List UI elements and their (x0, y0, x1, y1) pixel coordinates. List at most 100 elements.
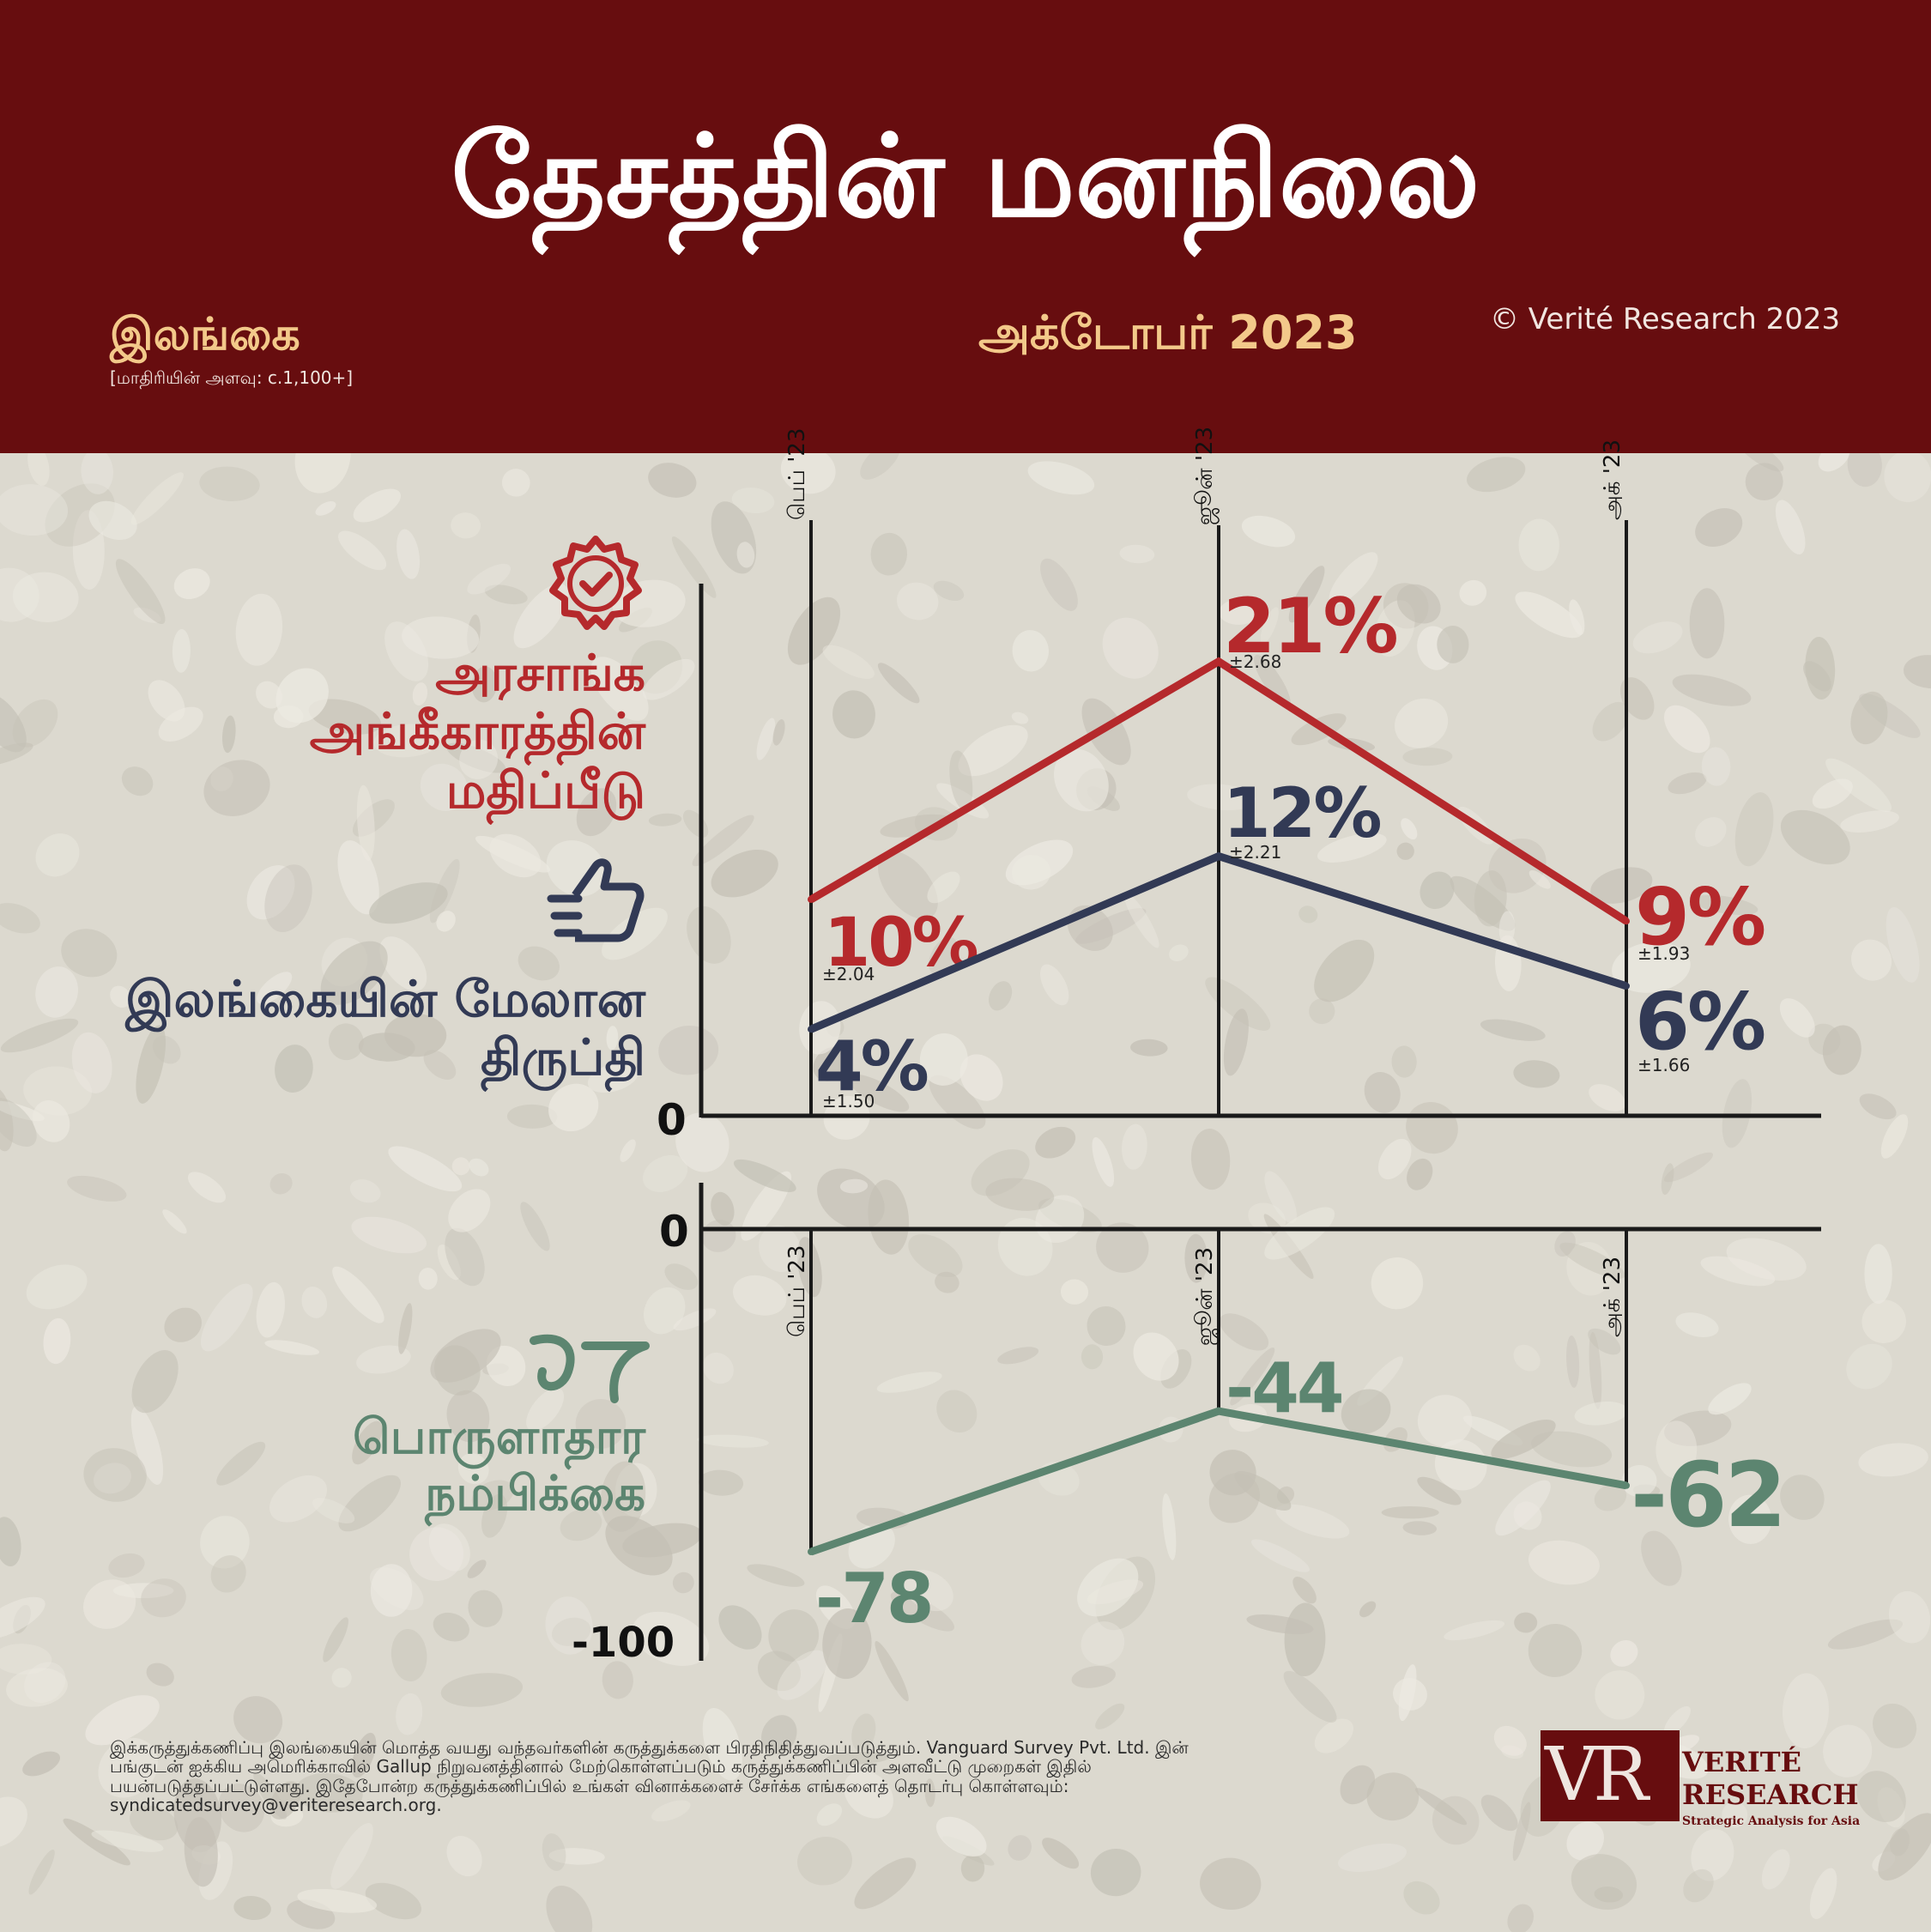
crowd-speck (919, 1033, 968, 1086)
crowd-speck (320, 941, 388, 1005)
crowd-speck (467, 1560, 487, 1578)
crowd-speck (958, 724, 1028, 777)
crowd-speck (1264, 1207, 1335, 1260)
methodology-note: இக்கருத்துக்கணிப்பு இலங்கையின் மொத்த வயத… (110, 1737, 1189, 1816)
crowd-speck (664, 1263, 699, 1290)
crowd-speck (1692, 894, 1758, 915)
crowd-speck (1417, 1395, 1473, 1447)
crowd-speck (1309, 998, 1335, 1025)
crowd-speck (446, 1836, 482, 1877)
crowd-background (0, 453, 1931, 1932)
crowd-speck (121, 766, 154, 796)
crowd-speck (687, 905, 731, 964)
crowd-speck (358, 1033, 415, 1062)
crowd-speck (146, 1662, 174, 1687)
crowd-speck (437, 1244, 461, 1281)
crowd-speck (1417, 1476, 1462, 1505)
crowd-speck (935, 1271, 959, 1293)
satisfaction-value-label: 6% (1635, 976, 1765, 1068)
crowd-speck (825, 1751, 890, 1765)
crowd-speck (1437, 626, 1469, 663)
crowd-speck (1090, 1848, 1141, 1897)
crowd-speck (692, 815, 754, 867)
crowd-speck (133, 607, 161, 623)
crowd-speck (370, 1564, 413, 1617)
crowd-speck (457, 1453, 489, 1485)
crowd-speck (1254, 655, 1291, 707)
crowd-speck (115, 559, 166, 625)
crowd-speck (551, 1617, 591, 1646)
crowd-speck (164, 1307, 202, 1342)
crowd-speck (1122, 1123, 1147, 1170)
crowd-speck (1675, 1312, 1719, 1338)
crowd-speck (878, 851, 938, 919)
crowd-speck (1402, 1521, 1438, 1535)
crowd-speck (418, 1268, 438, 1290)
crowd-speck (1656, 1420, 1698, 1479)
crowd-speck (935, 1816, 987, 1857)
crowd-speck (1594, 1484, 1627, 1511)
crowd-speck (469, 1158, 489, 1177)
crowd-speck (1664, 1705, 1691, 1735)
verified-badge-icon (549, 536, 642, 630)
crowd-speck (1459, 579, 1487, 606)
crowd-speck (642, 1154, 688, 1192)
crowd-speck (506, 1104, 558, 1129)
crowd-speck (590, 657, 649, 721)
crowd-speck (141, 1578, 186, 1618)
crowd-speck (1371, 1257, 1424, 1310)
crowd-speck (1298, 905, 1318, 924)
crowd-speck (172, 629, 191, 673)
crowd-speck (1292, 1577, 1317, 1604)
crowd-speck (0, 484, 69, 536)
crowd-speck (1119, 544, 1155, 564)
approval-margin-label: ±2.04 (822, 964, 875, 984)
crowd-speck (612, 579, 686, 627)
satisfaction-value-label: 12% (1223, 773, 1380, 853)
crowd-speck (486, 1345, 526, 1386)
crowd-speck (1668, 772, 1707, 795)
crowd-speck (1812, 778, 1853, 809)
crowd-speck (484, 584, 528, 605)
crowd-speck (0, 1644, 52, 1675)
thumbs-up-icon (547, 858, 645, 942)
approval-point (1623, 918, 1630, 925)
crowd-speck (1847, 453, 1882, 488)
crowd-speck (1077, 1558, 1139, 1617)
crowd-speck (1571, 1854, 1637, 1911)
economic-line (809, 1407, 1627, 1556)
crowd-speck (328, 1023, 364, 1061)
crowd-speck (352, 799, 395, 837)
crowd-speck (203, 760, 270, 816)
crowd-speck (315, 500, 336, 516)
crowd-speck (338, 1475, 401, 1532)
crowd-speck (697, 1434, 769, 1448)
crowd-speck (82, 1579, 136, 1629)
crowd-speck (162, 1209, 187, 1234)
crowd-speck (1169, 944, 1189, 961)
crowd-speck (379, 936, 427, 991)
crowd-speck (736, 542, 755, 568)
crowd-speck (136, 1025, 166, 1104)
satisfaction-point (1215, 852, 1222, 860)
crowd-speck (356, 1345, 411, 1374)
crowd-speck (768, 1609, 820, 1662)
crowd-speck (772, 718, 785, 746)
crowd-speck (1566, 1241, 1613, 1296)
crowd-speck (756, 718, 776, 760)
crowd-speck (312, 1498, 355, 1523)
crowd-speck (1864, 1244, 1892, 1304)
crowd-speck (27, 453, 50, 486)
crowd-speck (1589, 1332, 1602, 1409)
crowd-speck (1444, 1620, 1505, 1641)
crowd-speck (1501, 1745, 1524, 1759)
x-tick-label-top: ஜூன் '23 (1192, 427, 1220, 525)
crowd-speck (1381, 1505, 1439, 1519)
crowd-speck (1859, 1093, 1897, 1120)
crowd-speck (651, 1800, 691, 1822)
crowd-speck (839, 1178, 869, 1194)
crowd-speck (12, 572, 79, 622)
crowd-speck (331, 1668, 352, 1688)
crowd-speck (658, 1025, 719, 1075)
